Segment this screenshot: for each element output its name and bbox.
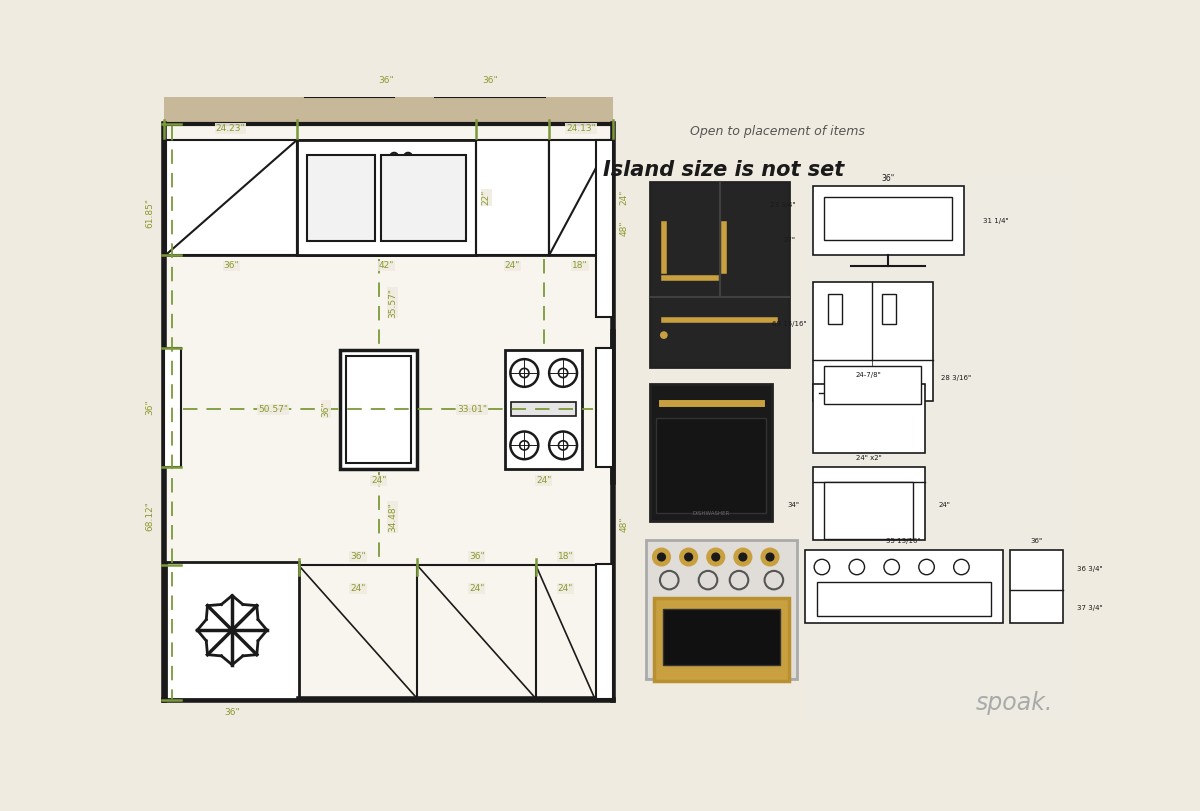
Text: spoak.: spoak. [976,691,1052,715]
Text: 28 3/16": 28 3/16" [941,375,971,380]
Circle shape [660,331,667,339]
Bar [664,609,780,665]
Circle shape [734,548,751,565]
Text: 36": 36" [1031,538,1043,544]
Circle shape [658,553,665,561]
Text: 24": 24" [469,584,485,593]
Text: 23 3/4": 23 3/4" [770,202,796,208]
Text: DISHWASHER: DISHWASHER [692,511,730,516]
Text: 24" x2": 24" x2" [856,455,881,461]
Text: 24-7/8": 24-7/8" [856,371,881,377]
Bar [812,282,932,401]
Circle shape [739,553,746,561]
Bar [164,97,613,126]
Text: Open to placement of items: Open to placement of items [690,126,865,139]
Bar [346,356,412,463]
Text: 48": 48" [619,516,629,532]
Bar [805,178,1073,505]
Bar [812,467,925,540]
Bar [380,155,467,242]
Text: 36": 36" [378,76,394,85]
Circle shape [685,553,692,561]
Text: 24": 24" [505,261,520,270]
Bar [824,483,913,539]
Text: 36": 36" [145,400,155,415]
Bar [824,366,922,404]
Circle shape [766,553,774,561]
Bar [306,155,374,242]
Bar [828,294,842,324]
Text: Island size is not set: Island size is not set [602,161,844,181]
Bar [650,384,773,521]
Bar [1010,550,1063,623]
Text: 37 3/4": 37 3/4" [1076,605,1103,611]
Bar [166,139,298,255]
Text: 33.01": 33.01" [457,405,487,414]
Text: 50.57": 50.57" [258,405,288,414]
Text: 24": 24" [619,190,629,205]
Circle shape [707,548,725,565]
Text: 24": 24" [350,584,366,593]
Bar [812,186,964,255]
Text: 24": 24" [558,584,574,593]
Text: 24": 24" [536,476,551,485]
Bar [298,139,475,255]
Text: 34": 34" [787,503,799,508]
Bar [654,598,790,681]
Bar [166,562,299,699]
Bar [816,582,991,616]
Text: 36 3/4": 36 3/4" [1076,566,1103,573]
Bar [305,68,394,97]
Bar [812,384,925,453]
Bar [550,139,611,255]
Bar [646,540,797,679]
Text: 31 1/4": 31 1/4" [983,217,1009,224]
Text: 48": 48" [619,221,629,236]
Circle shape [712,553,720,561]
Bar [340,350,418,470]
Bar [505,350,582,470]
Bar [805,376,1073,811]
Text: 24.13": 24.13" [566,123,595,133]
Text: 27": 27" [784,237,796,242]
Text: 34.48": 34.48" [388,502,397,532]
Text: 18": 18" [558,551,574,560]
Text: 24": 24" [938,503,950,508]
Text: 42": 42" [379,261,394,270]
Bar [164,139,613,255]
Bar [164,124,613,700]
Text: 35.57": 35.57" [388,288,397,318]
Text: 36": 36" [322,401,330,417]
Bar [650,182,790,367]
Bar [164,348,181,467]
Text: 22": 22" [482,190,491,205]
Circle shape [762,548,779,565]
Text: 24": 24" [371,476,386,485]
Bar [595,564,613,699]
Text: 36": 36" [881,174,894,182]
Bar [595,139,613,317]
Text: 68.12": 68.12" [145,501,155,531]
Bar [595,348,613,467]
Text: 36": 36" [223,261,239,270]
Bar [805,550,1002,623]
Bar [656,418,766,513]
Bar [797,534,1073,646]
Bar [436,68,545,97]
Text: 36": 36" [224,708,240,717]
Text: 35 13/16": 35 13/16" [886,538,920,544]
Bar [882,294,895,324]
Text: 36": 36" [469,551,485,560]
Bar [824,197,952,240]
Circle shape [653,548,670,565]
Text: 69 15/16": 69 15/16" [772,321,806,327]
Bar [475,139,550,255]
Circle shape [680,548,697,565]
Bar [511,402,576,416]
Text: 36": 36" [350,551,366,560]
Text: 36": 36" [482,76,498,85]
Text: 61.85": 61.85" [145,198,155,228]
Text: 24.23": 24.23" [216,123,246,133]
Text: 18": 18" [572,261,588,270]
